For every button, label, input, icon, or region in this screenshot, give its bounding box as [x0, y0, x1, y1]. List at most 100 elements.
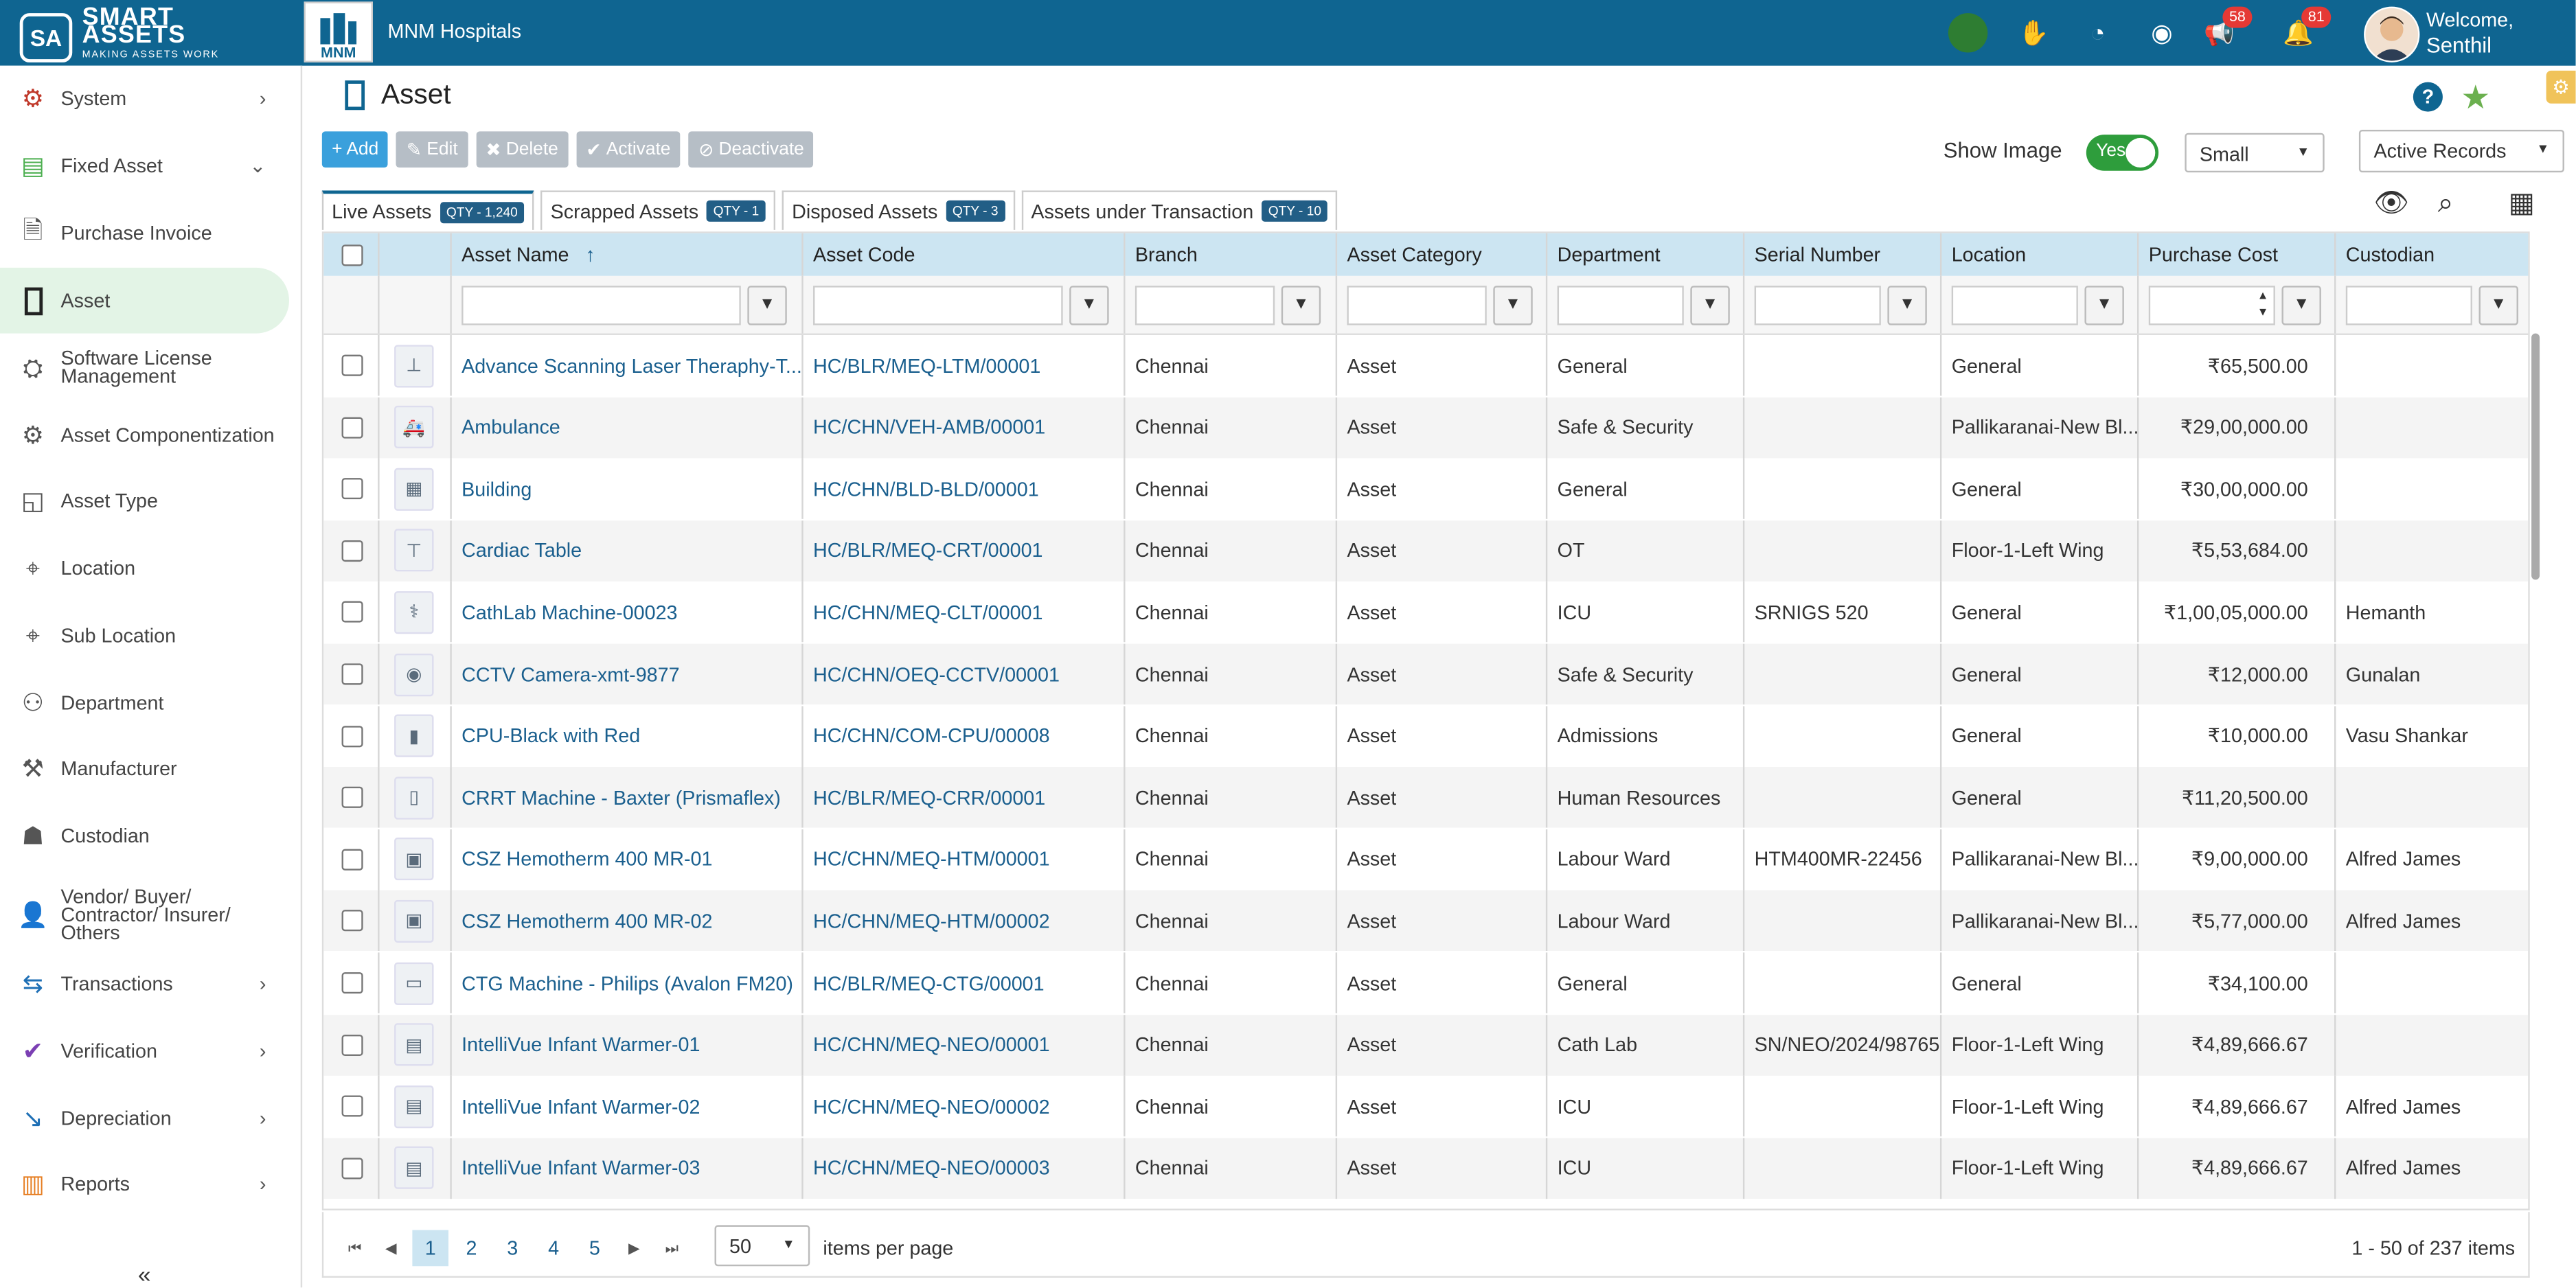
asset-code-link[interactable]: HC/CHN/MEQ-NEO/00001	[803, 1014, 1126, 1075]
column-header-purchase-cost[interactable]: Purchase Cost	[2139, 233, 2336, 276]
sidebar-item-reports[interactable]: ▥ Reports ›	[0, 1151, 289, 1217]
tab-live-assets[interactable]: Live Assets QTY - 1,240	[321, 190, 534, 230]
asset-name-link[interactable]: CSZ Hemotherm 400 MR-01	[452, 829, 803, 890]
row-checkbox[interactable]	[341, 725, 363, 747]
row-checkbox[interactable]	[341, 849, 363, 871]
show-image-toggle[interactable]: Yes	[2086, 135, 2159, 171]
page-1-button[interactable]: 1	[412, 1230, 449, 1267]
asset-thumbnail[interactable]: ▯	[394, 776, 434, 819]
row-checkbox[interactable]	[341, 1095, 363, 1118]
first-page-icon[interactable]: ⏮	[347, 1239, 362, 1256]
asset-code-link[interactable]: HC/CHN/MEQ-HTM/00001	[803, 829, 1126, 890]
asset-name-link[interactable]: Advance Scanning Laser Theraphy-T...	[452, 334, 803, 396]
asset-thumbnail[interactable]: ▤	[394, 1085, 434, 1128]
filter-icon[interactable]: ▼	[2281, 285, 2321, 325]
activate-button[interactable]: ✔ Activate	[576, 131, 681, 168]
asset-thumbnail[interactable]: ▣	[394, 838, 434, 881]
delete-button[interactable]: ✖ Delete	[475, 131, 569, 168]
tab-scrapped-assets[interactable]: Scrapped Assets QTY - 1	[540, 190, 776, 230]
records-filter-select[interactable]: Active Records ▼	[2358, 129, 2564, 173]
asset-name-link[interactable]: Ambulance	[452, 396, 803, 458]
megaphone-icon[interactable]: 📢 58	[2203, 6, 2253, 49]
filter-input-asset-code[interactable]	[813, 285, 1063, 325]
asset-name-link[interactable]: CCTV Camera-xmt-9877	[452, 643, 803, 705]
page-4-button[interactable]: 4	[548, 1237, 560, 1260]
sidebar-item-verification[interactable]: ✔ Verification ›	[0, 1018, 289, 1084]
edit-button[interactable]: ✎ Edit	[396, 131, 468, 168]
column-header-asset-code[interactable]: Asset Code	[803, 233, 1126, 276]
asset-thumbnail[interactable]: ▭	[394, 961, 434, 1004]
row-checkbox[interactable]	[341, 663, 363, 685]
table-row[interactable]: ⊤ Cardiac Table HC/BLR/MEQ-CRT/00001 Chenna…	[323, 520, 2529, 582]
filter-input-department[interactable]	[1557, 285, 1684, 325]
asset-thumbnail[interactable]: ⊥	[394, 344, 434, 387]
asset-thumbnail[interactable]: ⊤	[394, 529, 434, 573]
filter-input-location[interactable]	[1951, 285, 2078, 325]
table-row[interactable]: ▮ CPU-Black with Red HC/CHN/COM-CPU/00008 C…	[323, 705, 2528, 767]
asset-name-link[interactable]: CathLab Machine-00023	[452, 582, 803, 643]
numeric-spinner-icon[interactable]: ▲ ▼	[2257, 290, 2269, 318]
column-header-serial-number[interactable]: Serial Number	[1744, 233, 1942, 276]
asset-code-link[interactable]: HC/CHN/BLD-BLD/00001	[803, 458, 1126, 520]
column-header-location[interactable]: Location	[1941, 233, 2139, 276]
filter-icon[interactable]: ▼	[1493, 285, 1533, 325]
row-checkbox[interactable]	[341, 787, 363, 809]
asset-code-link[interactable]: HC/CHN/MEQ-HTM/00002	[803, 890, 1126, 952]
asset-name-link[interactable]: Building	[452, 458, 803, 520]
sidebar-item-depreciation[interactable]: ↘ Depreciation ›	[0, 1085, 289, 1151]
asset-code-link[interactable]: HC/BLR/MEQ-CTG/00001	[803, 952, 1126, 1013]
sidebar-item-asset[interactable]: Asset	[0, 267, 289, 334]
brand-logo[interactable]: SA SMART ASSETS MAKING ASSETS WORK	[19, 5, 219, 68]
filter-icon[interactable]: ▼	[1887, 285, 1927, 325]
filter-icon[interactable]: ▼	[1069, 285, 1109, 325]
previous-page-icon[interactable]: ◀	[385, 1239, 397, 1256]
page-2-button[interactable]: 2	[466, 1237, 477, 1260]
asset-code-link[interactable]: HC/CHN/MEQ-CLT/00001	[803, 582, 1126, 643]
row-checkbox[interactable]	[341, 1033, 363, 1056]
asset-code-link[interactable]: HC/CHN/VEH-AMB/00001	[803, 396, 1126, 458]
tab-assets-under-transaction[interactable]: Assets under Transaction QTY - 10	[1021, 190, 1338, 230]
sidebar-item-sub-location[interactable]: ⌖ Sub Location	[0, 603, 289, 669]
sidebar-item-purchase-invoice[interactable]: 🗎 Purchase Invoice	[0, 200, 289, 266]
user-avatar[interactable]	[2364, 6, 2420, 62]
filter-icon[interactable]: ▼	[1690, 285, 1730, 325]
asset-code-link[interactable]: HC/CHN/MEQ-NEO/00003	[803, 1138, 1126, 1199]
row-checkbox[interactable]	[341, 354, 363, 376]
column-header-department[interactable]: Department	[1547, 233, 1745, 276]
table-row[interactable]: ▣ CSZ Hemotherm 400 MR-01 HC/CHN/MEQ-HTM/0…	[323, 829, 2528, 890]
asset-name-link[interactable]: CRRT Machine - Baxter (Prismaflex)	[452, 767, 803, 829]
settings-gear-icon[interactable]: ⚙	[2546, 70, 2576, 104]
page-size-select[interactable]: 50 ▼	[714, 1225, 810, 1267]
row-checkbox[interactable]	[341, 972, 363, 994]
asset-thumbnail[interactable]: ▤	[394, 1147, 434, 1190]
add-button[interactable]: + Add	[321, 131, 389, 168]
column-header-branch[interactable]: Branch	[1126, 233, 1338, 276]
asset-name-link[interactable]: CPU-Black with Red	[452, 705, 803, 767]
page-5-button[interactable]: 5	[589, 1237, 600, 1260]
table-row[interactable]: ▣ CSZ Hemotherm 400 MR-02 HC/CHN/MEQ-HTM/0…	[323, 890, 2529, 952]
last-page-icon[interactable]: ⏭	[665, 1239, 679, 1256]
asset-thumbnail[interactable]: ⚕	[394, 590, 434, 634]
favorite-star-icon[interactable]: ★	[2461, 80, 2491, 117]
asset-code-link[interactable]: HC/BLR/MEQ-LTM/00001	[803, 334, 1126, 396]
bell-icon[interactable]: 🔔 81	[2281, 6, 2332, 49]
table-row[interactable]: 🚑 Ambulance HC/CHN/VEH-AMB/00001 Chennai Ass…	[323, 396, 2529, 458]
filter-icon[interactable]: ▼	[747, 285, 787, 325]
sidebar-item-software-license[interactable]: ⛭ Software License Management	[0, 335, 289, 401]
filter-input-asset-name[interactable]	[461, 285, 741, 325]
asset-code-link[interactable]: HC/BLR/MEQ-CRT/00001	[803, 520, 1126, 582]
next-page-icon[interactable]: ▶	[628, 1239, 640, 1256]
table-row[interactable]: ⚕ CathLab Machine-00023 HC/CHN/MEQ-CLT/000…	[323, 582, 2528, 643]
row-checkbox[interactable]	[341, 601, 363, 623]
asset-thumbnail[interactable]: ▮	[394, 714, 434, 757]
asset-name-link[interactable]: IntelliVue Infant Warmer-02	[452, 1076, 803, 1137]
asset-name-link[interactable]: IntelliVue Infant Warmer-01	[452, 1014, 803, 1075]
sidebar-item-manufacturer[interactable]: ⚒ Manufacturer	[0, 736, 289, 802]
asset-name-link[interactable]: Cardiac Table	[452, 520, 803, 582]
dashboard-gauge-icon[interactable]: ◉	[2151, 19, 2173, 48]
table-row[interactable]: ▭ CTG Machine - Philips (Avalon FM20) HC/B…	[323, 952, 2528, 1013]
asset-code-link[interactable]: HC/CHN/OEQ-CCTV/00001	[803, 643, 1126, 705]
sidebar-item-custodian[interactable]: ☗ Custodian	[0, 803, 289, 869]
sidebar-item-fixed-asset[interactable]: ▤ Fixed Asset ⌄	[0, 133, 289, 199]
table-row[interactable]: ▤ IntelliVue Infant Warmer-03 HC/CHN/MEQ-N…	[323, 1138, 2529, 1199]
